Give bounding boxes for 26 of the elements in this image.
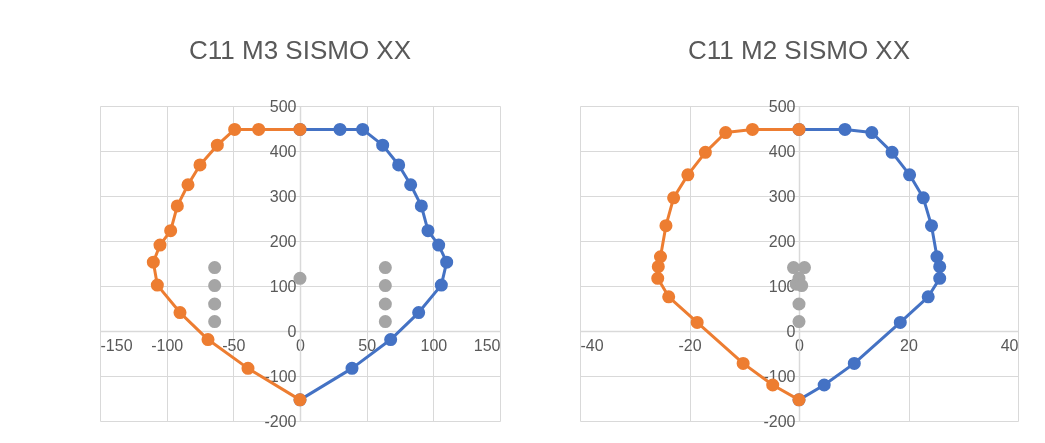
x-tick-label: 20 [900,336,918,354]
x-tick-label: 100 [420,336,448,354]
x-tick-label: 50 [358,336,377,354]
x-tick-label: -100 [151,336,184,354]
y-tick-label: 400 [768,142,796,160]
x-tick-label: -50 [222,336,246,354]
x-tick-label: 150 [473,336,501,354]
x-tick-label: -40 [580,336,604,354]
x-tick-label: -20 [678,336,702,354]
x-tick-label: -150 [100,336,133,354]
y-tick-label: 200 [768,232,796,250]
y-tick-label: -100 [264,367,297,385]
y-tick-label: -200 [763,412,796,430]
y-tick-label: 200 [269,232,297,250]
y-tick-label: 300 [269,187,297,205]
x-tick-label: 40 [1000,336,1019,354]
chart-title: C11 M2 SISMO XX [687,35,911,65]
y-tick-label: 0 [287,322,297,340]
chart-title: C11 M3 SISMO XX [188,35,412,65]
y-tick-label: 100 [269,277,297,295]
y-tick-label: -200 [264,412,297,430]
y-tick-label: 400 [269,142,297,160]
y-tick-label: 500 [269,97,297,115]
y-tick-label: 300 [768,187,796,205]
y-tick-label: 500 [768,97,796,115]
y-tick-label: 0 [786,322,796,340]
